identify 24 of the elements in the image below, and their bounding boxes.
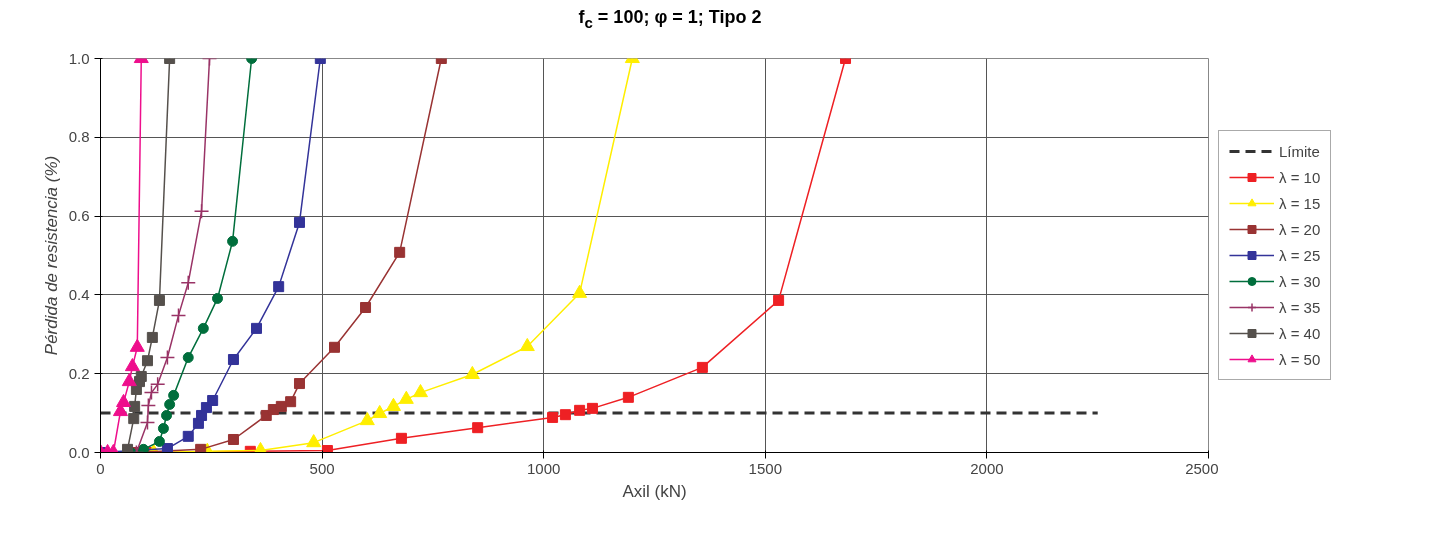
y-tick-label: 0.4 <box>68 285 90 303</box>
y-tick-label: 0.8 <box>68 128 90 146</box>
legend-label: Límite <box>1279 142 1320 160</box>
legend-label: λ = 20 <box>1279 220 1321 238</box>
x-axis-title: Axil (kN) <box>622 481 687 501</box>
x-tick-label: 1000 <box>527 459 561 477</box>
legend-label: λ = 40 <box>1279 324 1321 342</box>
y-tick-label: 0.2 <box>68 364 90 382</box>
x-tick-label: 2000 <box>970 459 1004 477</box>
legend-label: λ = 35 <box>1279 298 1321 316</box>
chart-title: f$_{c}$ = 100; φ = 1; Tipo 2 <box>577 6 763 33</box>
legend-label: λ = 50 <box>1279 350 1321 368</box>
x-tick-label: 2500 <box>1185 459 1219 477</box>
x-tick-label: 1500 <box>748 459 782 477</box>
x-tick-label: 500 <box>309 459 335 477</box>
legend-label: λ = 10 <box>1279 168 1321 186</box>
x-tick-label: 0 <box>96 459 105 477</box>
y-tick-label: 0.0 <box>68 443 90 461</box>
legend-label: λ = 25 <box>1279 246 1321 264</box>
legend-label: λ = 15 <box>1279 194 1321 212</box>
y-tick-label: 1.0 <box>68 49 90 67</box>
y-tick-label: 0.6 <box>68 207 90 225</box>
legend-label: λ = 30 <box>1279 272 1321 290</box>
y-axis-title: Pérdida de resistencia (%) <box>41 155 61 356</box>
